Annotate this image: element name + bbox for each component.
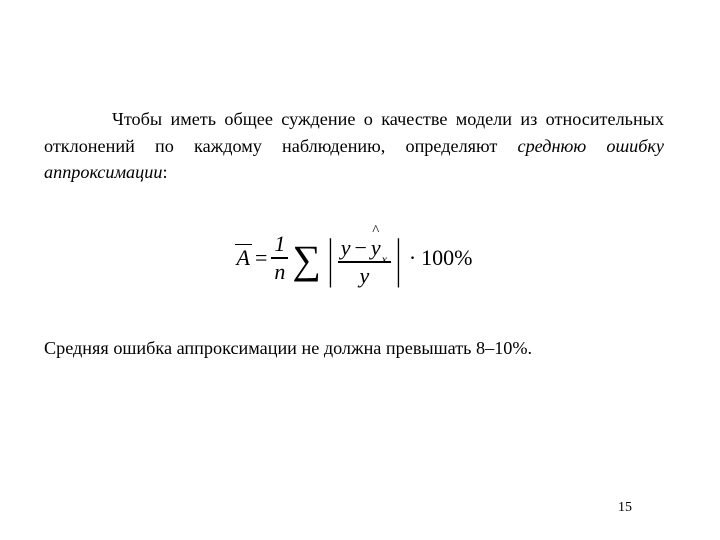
one-over-n: 1 n: [271, 231, 288, 284]
intro-paragraph: Чтобы иметь общее суждение о качестве мо…: [44, 106, 664, 185]
denominator-n: n: [271, 259, 288, 285]
formula-block: A = 1 n ∑ | y − ^ y x y: [44, 227, 664, 288]
mean-approx-error-formula: A = 1 n ∑ | y − ^ y x y: [236, 227, 473, 288]
hat-icon: ^: [372, 224, 379, 239]
subscript-x: x: [382, 253, 387, 265]
abs-fraction: y − ^ y x y: [338, 227, 391, 288]
a-bar: A: [236, 247, 251, 269]
dot-operator: ·: [406, 247, 419, 269]
sigma-icon: ∑: [288, 244, 323, 276]
page-number: 15: [618, 500, 632, 516]
threshold-paragraph: Средняя ошибка аппроксимации не должна п…: [44, 335, 664, 361]
equals-sign: =: [251, 247, 271, 269]
abs-numerator: y − ^ y x: [338, 227, 391, 261]
y-variable: y: [341, 237, 351, 259]
document-page: Чтобы иметь общее суждение о качестве мо…: [0, 0, 720, 540]
minus-sign: −: [352, 237, 368, 259]
abs-close-icon: |: [395, 237, 402, 280]
abs-denominator: y: [356, 263, 372, 289]
abs-open-icon: |: [327, 237, 334, 280]
numerator-one: 1: [271, 231, 288, 257]
intro-tail: :: [162, 162, 167, 182]
y-hat: ^ y: [371, 237, 381, 259]
hundred-percent: 100%: [419, 247, 472, 269]
